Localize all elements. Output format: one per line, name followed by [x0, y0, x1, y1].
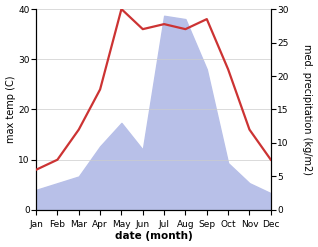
- Y-axis label: med. precipitation (kg/m2): med. precipitation (kg/m2): [302, 44, 313, 175]
- Y-axis label: max temp (C): max temp (C): [5, 76, 16, 143]
- X-axis label: date (month): date (month): [114, 231, 192, 242]
